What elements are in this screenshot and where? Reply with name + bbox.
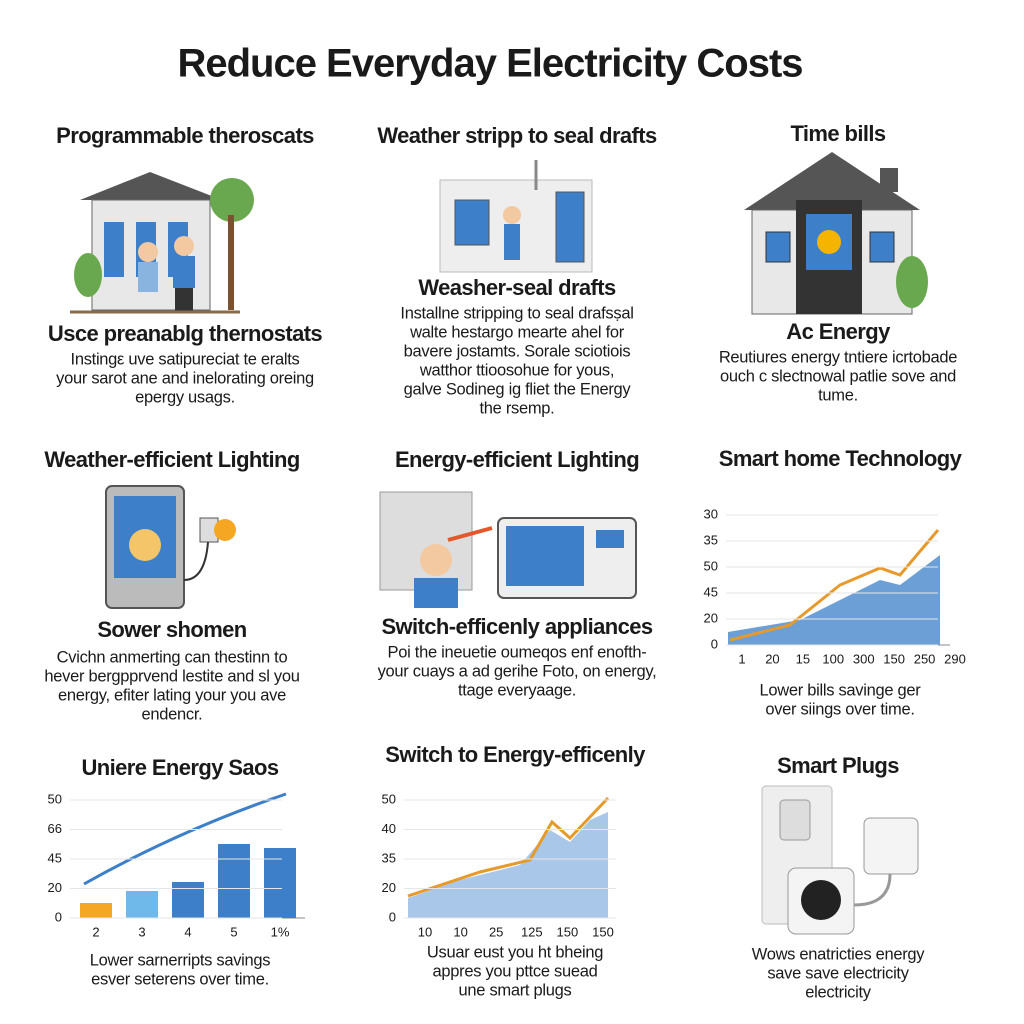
cell-heading: Time bills [790,121,885,146]
y-axis-label: 45 [48,850,62,865]
cell-subheading: Sower shomen [97,617,246,642]
cell-body: the rsemp. [480,399,555,417]
x-axis-label: 100 [822,651,844,666]
x-axis-label: 25 [489,924,503,939]
cell-body: Lower bills savinge ger [760,681,922,699]
y-axis-label: 50 [382,791,396,806]
x-axis-label: 250 [914,651,936,666]
cell-body: ttage everyaage. [458,681,576,699]
page-title: Reduce Everyday Electricity Costs [177,42,802,86]
house-illustration [70,172,254,314]
cell-heading: Switch to Energy-efficenly [385,742,646,767]
y-axis-label: 0 [55,909,62,924]
x-axis-label: 20 [765,651,779,666]
y-axis-label: 50 [704,558,718,573]
x-axis-label: 3 [138,924,145,939]
cell-body: energy, efiter lating your you ave [58,686,286,704]
appliance-illustration [379,491,637,608]
y-axis-label: 20 [48,880,62,895]
cell-body: Installne stripping to seal drafsṣal [400,304,633,322]
y-axis-label: 40 [382,821,396,836]
cell-body: walte hestargo mearte ahel for [409,323,625,341]
cell-subheading: Ac Energy [786,319,891,344]
cell-body: electricity [805,983,872,1001]
cell-body: Usuar eust you ht bheing [427,943,603,961]
y-axis-label: 50 [48,791,62,806]
cell-heading: Smart Plugs [777,753,899,778]
house-illustration [744,152,928,315]
x-axis-label: 125 [521,924,543,939]
cell-body: epergy usags. [135,388,235,406]
x-axis-label: 150 [557,924,579,939]
cell-body: bavere jostamts. Sorale sciotiois [404,342,631,360]
cell-body: Poi the ineuetie oumeqos enf enofth- [388,643,647,661]
cell-subheading: Switch-efficenly appliances [381,614,652,639]
room-illustration [439,160,593,273]
y-axis-label: 20 [382,880,396,895]
cell-heading: Smart home Technology [719,446,963,471]
cell-body: Lower sarnerripts savings [90,951,271,969]
y-axis-label: 0 [711,636,718,651]
cell-body: Instingε uve satipureciat te eralts [71,350,300,368]
x-axis-label: 1 [738,651,745,666]
cell-body: hever bergpprvend lestite and sl you [44,667,299,685]
bar-chart-illustration [75,792,305,919]
x-axis-label: 5 [230,924,237,939]
x-axis-label: 150 [592,924,614,939]
x-axis-label: 4 [184,924,191,939]
x-axis-label: 300 [853,651,875,666]
cell-heading: Programmable theroscats [56,123,314,148]
cell-body: galve Sodineg ig fliet the Energy [404,380,632,398]
cell-body: watthor ttioosohue for yous, [419,361,614,379]
cell-body: tume. [818,386,858,404]
cell-heading: Weather-efficient Lighting [44,447,299,472]
cell-body: une smart plugs [459,981,572,999]
x-axis-label: 1% [271,924,290,939]
cell-body: Wows enatricties energy [752,945,926,963]
cell-heading: Weather stripp to seal drafts [377,123,657,148]
cell-body: Reutiures energy tntiere icrtobade [719,348,957,366]
cell-body: ouch c slectnowal patlie sove and [720,367,956,385]
y-axis-label: 20 [704,610,718,625]
cell-body: endencr. [142,705,203,723]
cell-body: save save electricity [767,964,909,982]
x-axis-label: 15 [796,651,810,666]
x-axis-label: 2 [92,924,99,939]
y-axis-label: 45 [704,584,718,599]
y-axis-label: 0 [389,909,396,924]
phone-illustration [105,485,236,609]
x-axis-label: 150 [883,651,905,666]
cell-body: your sarot ane and inelorating oreing [56,369,314,387]
cell-body: appres you pttce suead [433,962,598,980]
y-axis-label: 35 [382,850,396,865]
cell-body: esver seterens over time. [91,970,269,988]
cell-body: your cuays a ad gerihe Foto, on energy, [378,662,657,680]
cell-subheading: Weasher-seal drafts [418,275,616,300]
x-axis-label: 290 [944,651,966,666]
cell-heading: Energy-efficient Lighting [395,447,639,472]
cell-heading: Uniere Energy Saos [81,755,278,780]
x-axis-label: 10 [418,924,432,939]
cell-body: Cvichn anmerting can thestinn to [57,648,288,666]
smart-plug-illustration [761,785,919,935]
y-axis-label: 66 [48,821,62,836]
cell-subheading: Usce preanablg thernostats [48,321,323,346]
x-axis-label: 10 [453,924,467,939]
cell-body: over siings over time. [765,700,914,718]
y-axis-label: 35 [704,532,718,547]
y-axis-label: 30 [704,506,718,521]
